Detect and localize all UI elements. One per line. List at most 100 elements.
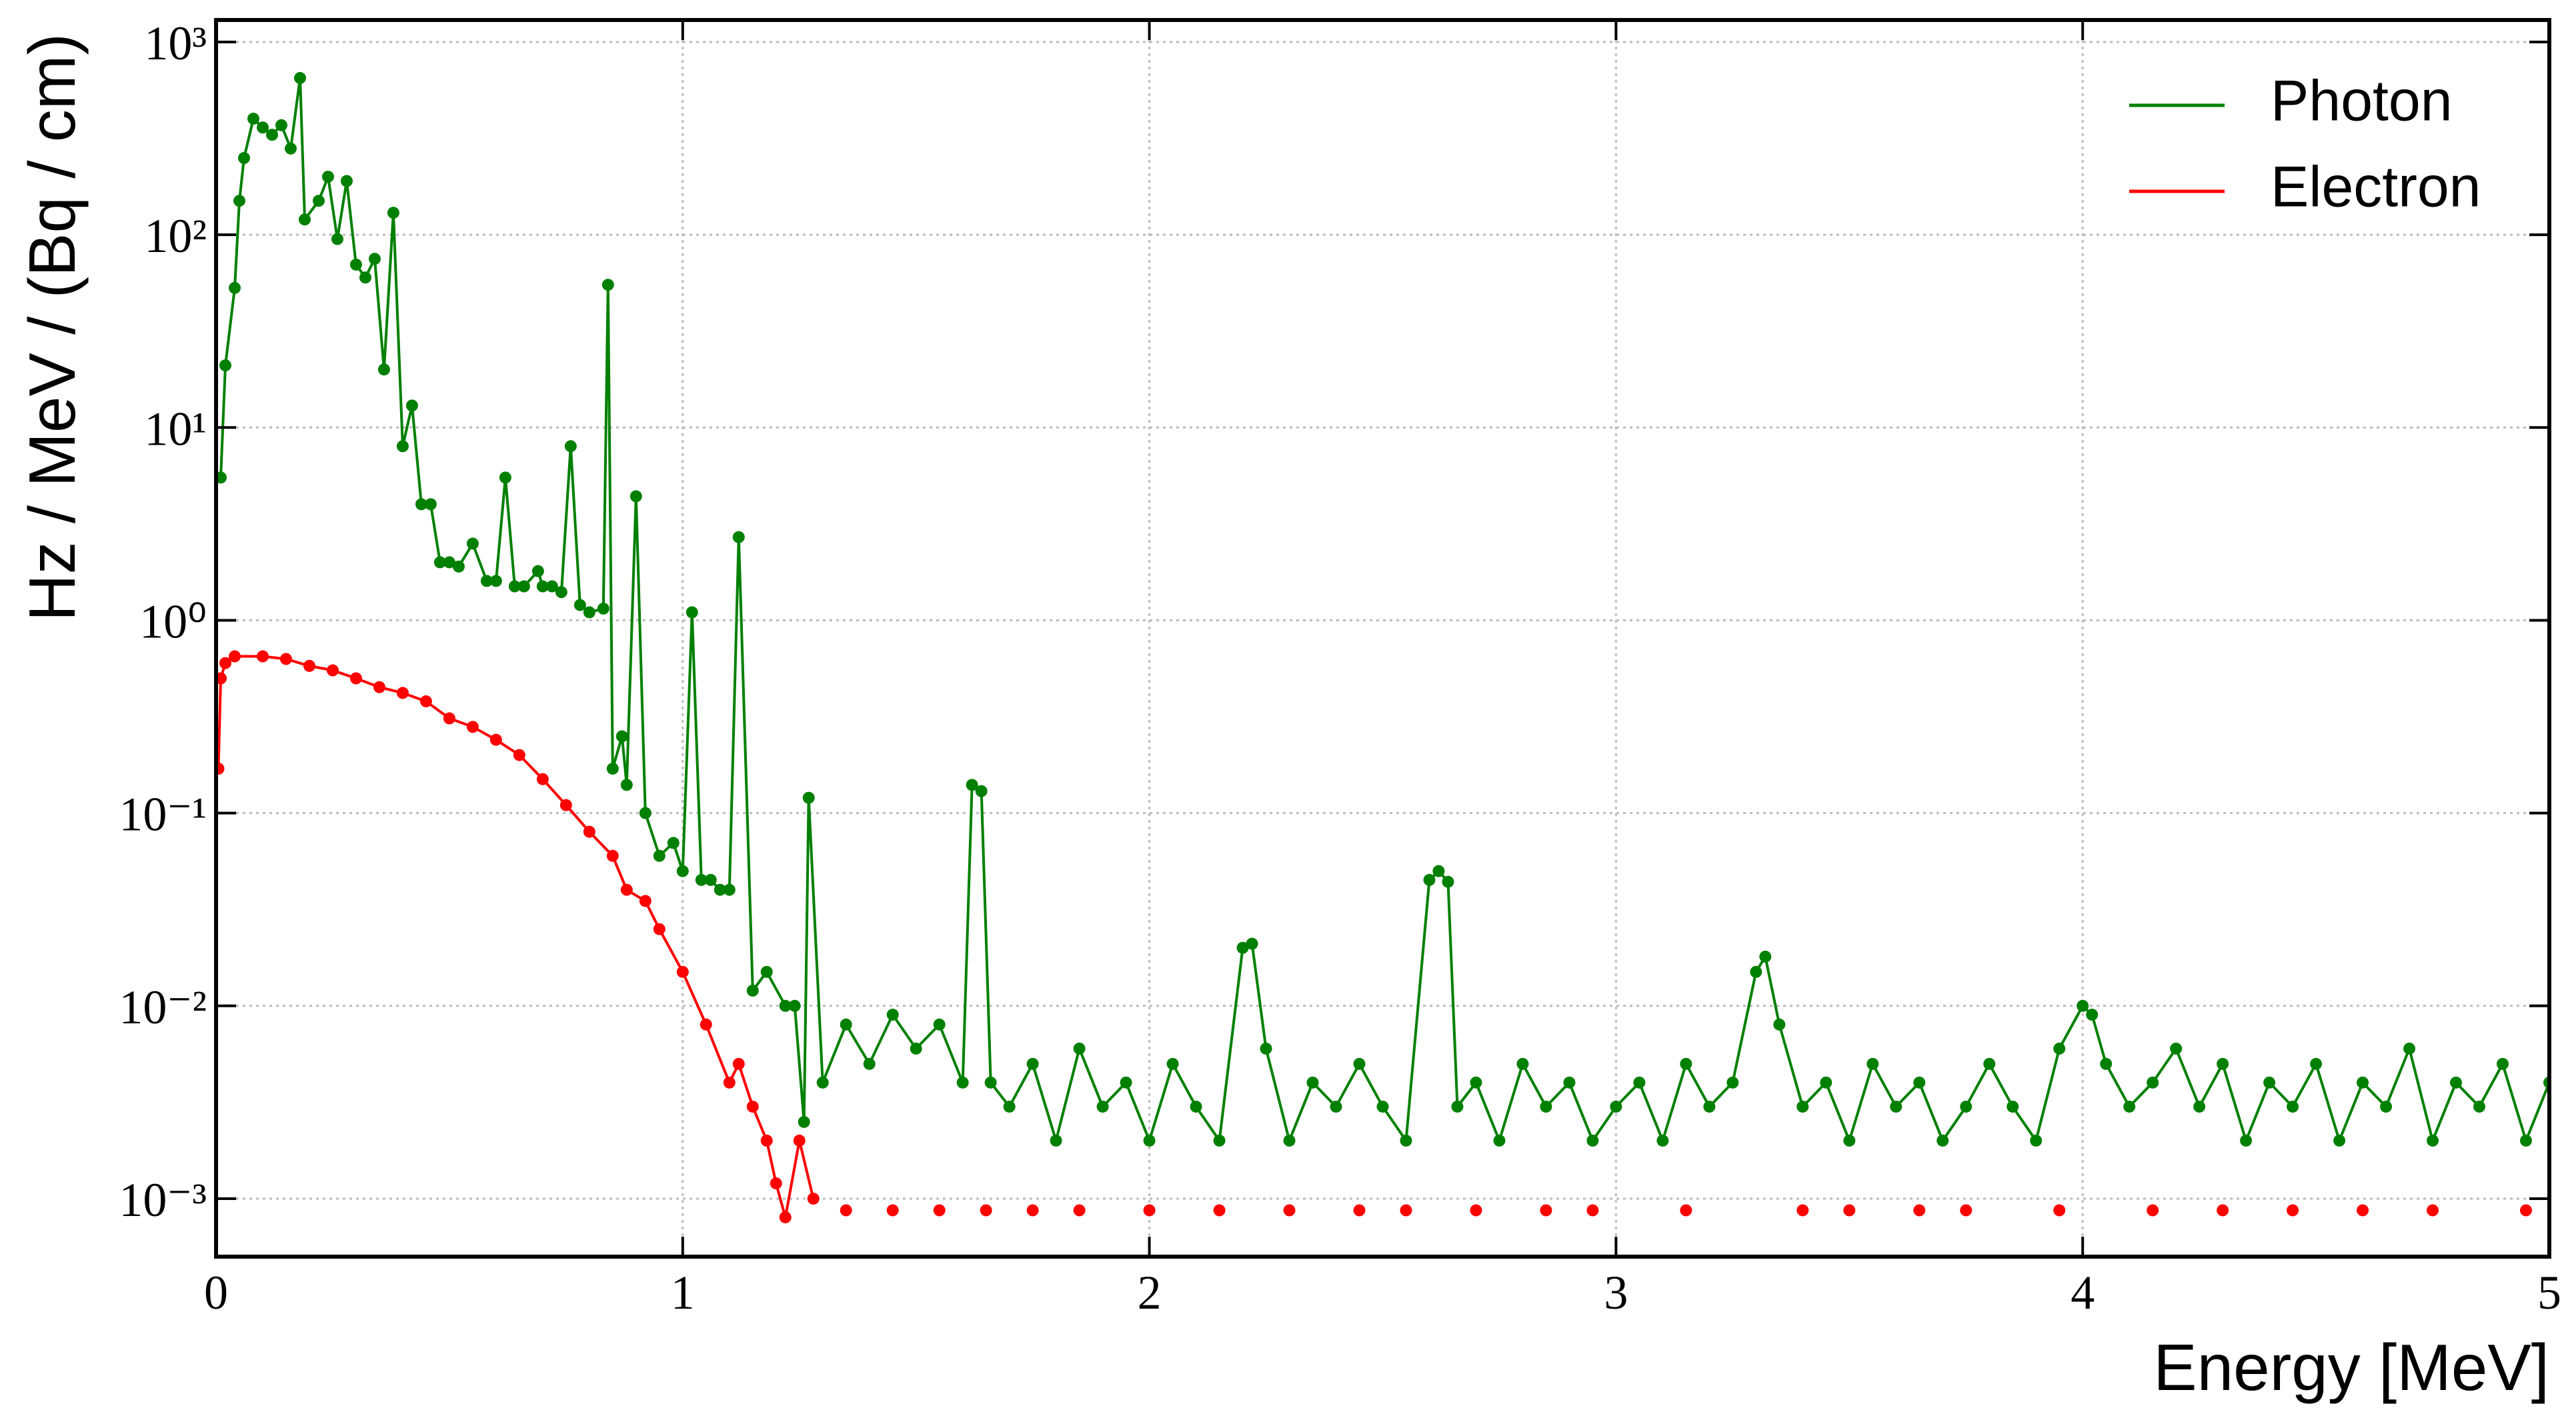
- data-point: [886, 1009, 899, 1021]
- data-point: [219, 359, 231, 372]
- data-point: [531, 565, 544, 577]
- data-point: [1633, 1076, 1646, 1089]
- data-point: [840, 1204, 852, 1217]
- y-axis-label: Hz / MeV / (Bq / cm): [15, 33, 89, 621]
- data-point: [1820, 1076, 1832, 1089]
- data-point: [396, 687, 409, 699]
- data-point: [746, 1100, 759, 1113]
- data-point: [933, 1018, 946, 1031]
- data-point: [228, 650, 241, 663]
- data-point: [559, 799, 572, 811]
- x-tick-label: 2: [1138, 1266, 1162, 1319]
- data-point: [1260, 1042, 1272, 1055]
- data-point: [1656, 1134, 1669, 1147]
- data-point: [2086, 1009, 2099, 1021]
- data-point: [2520, 1134, 2533, 1147]
- legend: Photon Electron: [2129, 69, 2481, 219]
- data-point: [1493, 1134, 1506, 1147]
- data-point: [1540, 1100, 1552, 1113]
- data-point: [1726, 1076, 1739, 1089]
- data-point: [760, 965, 773, 978]
- data-point: [1306, 1076, 1319, 1089]
- data-point: [802, 791, 815, 804]
- data-point: [293, 72, 306, 85]
- data-point: [1026, 1204, 1039, 1217]
- data-point: [321, 171, 334, 183]
- data-point: [583, 606, 595, 619]
- data-point: [863, 1057, 876, 1070]
- data-point: [536, 773, 549, 785]
- data-point: [798, 1115, 810, 1128]
- data-point: [349, 258, 362, 271]
- data-point: [452, 560, 465, 573]
- data-point: [1843, 1204, 1856, 1217]
- data-point: [2427, 1204, 2439, 1217]
- data-point: [573, 599, 586, 611]
- data-point: [1213, 1134, 1226, 1147]
- data-point: [340, 175, 353, 187]
- x-tick-label: 5: [2537, 1266, 2561, 1319]
- data-point: [2123, 1100, 2136, 1113]
- data-point: [779, 999, 792, 1012]
- legend-label: Electron: [2271, 155, 2481, 219]
- data-point: [788, 999, 801, 1012]
- data-point: [779, 1211, 792, 1223]
- data-point: [1540, 1204, 1552, 1217]
- data-point: [629, 490, 642, 503]
- data-point: [247, 113, 259, 125]
- data-point: [1796, 1204, 1809, 1217]
- data-point: [700, 1018, 712, 1031]
- data-point: [2053, 1042, 2066, 1055]
- data-point: [1432, 865, 1445, 877]
- data-point: [219, 657, 231, 669]
- data-point: [1960, 1100, 1973, 1113]
- data-point: [1073, 1204, 1086, 1217]
- data-point: [597, 602, 609, 615]
- data-point: [1586, 1204, 1599, 1217]
- data-point: [980, 1204, 992, 1217]
- data-point: [704, 873, 717, 886]
- data-point: [1166, 1057, 1179, 1070]
- data-point: [1843, 1134, 1856, 1147]
- data-point: [601, 279, 614, 291]
- data-point: [639, 895, 652, 907]
- x-tick-label: 1: [671, 1266, 695, 1319]
- data-point: [1442, 875, 1454, 888]
- ticks: 0 1 2 3 4 5 10⁻³ 10⁻² 10⁻¹ 10⁰ 10¹ 10² 10³: [119, 17, 2561, 1319]
- data-point: [1983, 1057, 1996, 1070]
- data-point: [1050, 1134, 1062, 1147]
- data-point: [256, 121, 269, 134]
- data-point: [466, 721, 479, 733]
- data-point: [793, 1134, 806, 1147]
- data-point: [298, 213, 311, 226]
- data-point: [816, 1076, 829, 1089]
- data-point: [2007, 1100, 2019, 1113]
- data-point: [1143, 1204, 1156, 1217]
- data-point: [480, 575, 493, 587]
- plot-frame: [214, 18, 2551, 1259]
- data-point: [620, 779, 633, 791]
- data-point: [368, 253, 381, 265]
- data-point: [499, 471, 511, 484]
- data-point: [723, 1076, 736, 1089]
- data-point: [284, 142, 297, 155]
- data-point: [405, 399, 418, 412]
- data-point: [564, 440, 577, 453]
- data-point: [233, 195, 245, 207]
- data-point: [2287, 1204, 2299, 1217]
- data-point: [1563, 1076, 1576, 1089]
- data-point: [2310, 1057, 2323, 1070]
- data-point: [1400, 1134, 1412, 1147]
- data-point: [1213, 1204, 1226, 1217]
- data-point: [1913, 1076, 1926, 1089]
- data-point: [1026, 1057, 1039, 1070]
- data-point: [508, 580, 521, 593]
- data-point: [2287, 1100, 2299, 1113]
- data-point: [331, 233, 343, 245]
- data-point: [1960, 1204, 1973, 1217]
- data-point: [2333, 1134, 2346, 1147]
- data-point: [1400, 1204, 1412, 1217]
- data-point: [2147, 1204, 2159, 1217]
